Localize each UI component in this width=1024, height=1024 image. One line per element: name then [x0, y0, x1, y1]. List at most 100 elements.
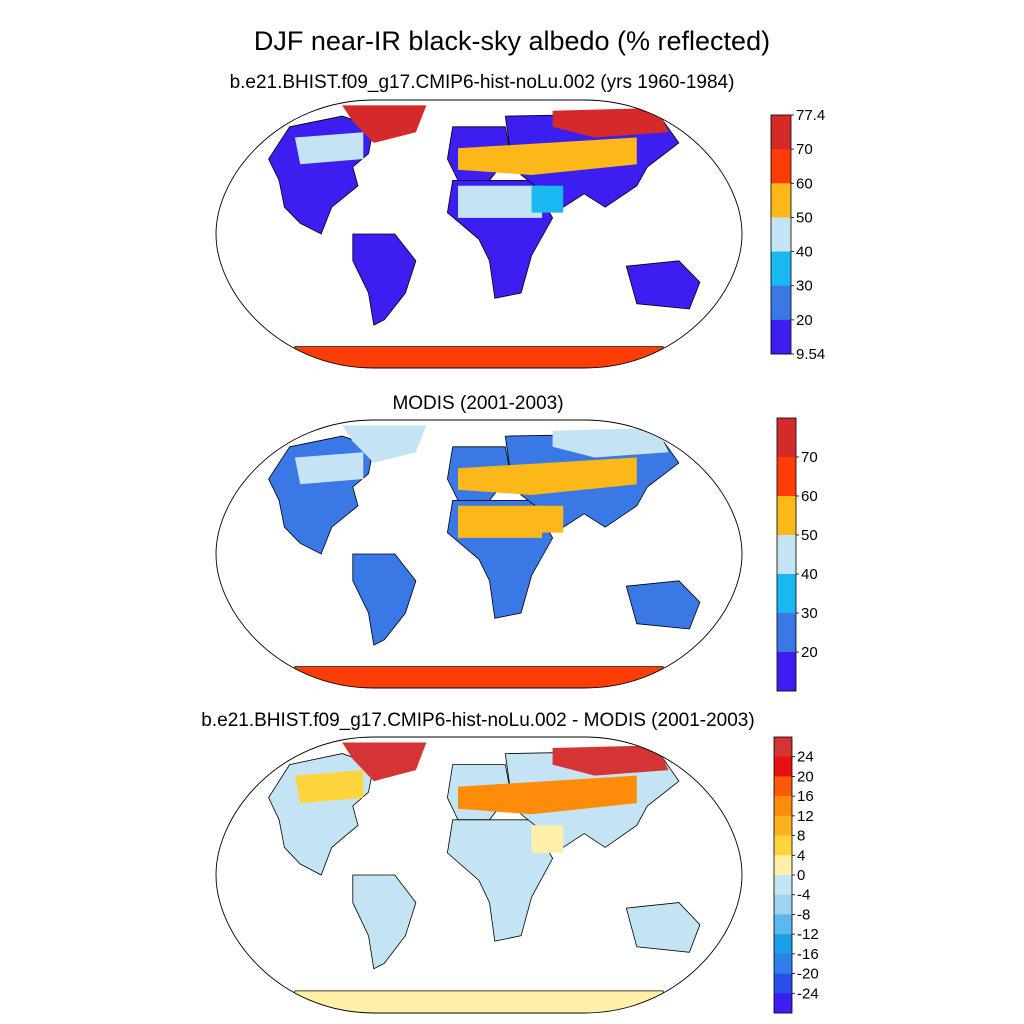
colorbar-segment	[771, 251, 791, 287]
colorbar-label: 60	[801, 488, 818, 505]
colorbar-label: 20	[797, 768, 814, 785]
colorbar-label: -16	[797, 946, 819, 963]
colorbar-segment	[771, 149, 791, 184]
colorbar-label: 40	[796, 244, 813, 261]
map-fill	[268, 425, 701, 688]
region-canada	[294, 770, 364, 804]
map-fill	[268, 105, 701, 368]
colorbar-segment	[771, 217, 791, 252]
colorbar-label: 50	[801, 527, 818, 544]
region-antarctica	[289, 990, 669, 1013]
panel-difference-title: b.e21.BHIST.f09_g17.CMIP6-hist-noLu.002 …	[201, 710, 754, 731]
colorbar-segment	[774, 776, 792, 797]
land-australia	[625, 580, 701, 630]
colorbar-segment	[777, 535, 796, 575]
colorbar-label: 70	[796, 141, 813, 158]
colorbar-label: 20	[796, 312, 813, 329]
colorbar-label: 77.4	[796, 107, 825, 124]
colorbar-segment	[774, 894, 792, 915]
figure-title: DJF near-IR black-sky albedo (% reflecte…	[254, 26, 770, 56]
colorbar-label: 40	[801, 566, 818, 583]
region-arcticsiberia	[552, 428, 669, 458]
colorbar-segment	[774, 835, 792, 856]
region-sahara	[458, 825, 543, 859]
colorbar-label: -4	[797, 887, 810, 904]
panel-modis-map	[215, 419, 743, 689]
region-greenland	[342, 105, 427, 143]
panel-modis-title: MODIS (2001-2003)	[392, 393, 563, 414]
colorbar-segment	[777, 496, 796, 536]
panel-model-map	[215, 99, 743, 369]
region-greenland	[342, 425, 427, 463]
colorbar-label: 4	[797, 847, 805, 864]
region-antarctica	[289, 346, 669, 368]
region-canada	[294, 452, 364, 485]
region-sahara	[458, 185, 543, 218]
colorbar-segment	[774, 815, 792, 836]
colorbar-segment	[777, 574, 796, 614]
land-australia	[625, 260, 701, 310]
panel-difference: b.e21.BHIST.f09_g17.CMIP6-hist-noLu.002 …	[201, 710, 819, 1014]
land-australia	[625, 902, 701, 953]
colorbar-segment	[774, 796, 792, 817]
colorbar-segment	[774, 993, 792, 1014]
colorbar-label: 70	[801, 449, 818, 466]
region-arcticsiberia	[552, 108, 669, 138]
land-southamerica	[352, 553, 417, 646]
colorbar-label: -24	[797, 985, 819, 1002]
colorbar-segment	[774, 914, 792, 935]
colorbar-label: 60	[796, 175, 813, 192]
colorbar-label: 9.54	[796, 346, 825, 363]
colorbar-segment	[771, 285, 791, 321]
region-eurasiaband	[458, 137, 637, 175]
colorbar-segment	[771, 319, 791, 355]
colorbar-segment	[774, 737, 792, 758]
colorbar-frame	[776, 417, 797, 692]
colorbar-label: 0	[797, 867, 805, 884]
region-arabia	[531, 505, 564, 533]
colorbar-label: 20	[801, 644, 818, 661]
map-outline	[215, 99, 743, 369]
colorbar-segment	[771, 183, 791, 218]
panel-model-title: b.e21.BHIST.f09_g17.CMIP6-hist-noLu.002 …	[230, 72, 735, 93]
colorbar-segment	[774, 855, 792, 876]
panel-model-colorbar: 77.4 70 60 50 40 30 20 9.54	[770, 107, 825, 363]
land-southamerica	[352, 233, 417, 326]
colorbar-label: -20	[797, 966, 819, 983]
colorbar-frame	[770, 114, 792, 355]
colorbar-label: 30	[796, 278, 813, 295]
colorbar-label: 12	[797, 808, 814, 825]
colorbar-segment	[771, 115, 791, 150]
colorbar-segment	[777, 418, 796, 458]
region-greenland	[342, 742, 427, 782]
colorbar-label: -8	[797, 906, 810, 923]
region-arabia	[531, 825, 564, 853]
panel-difference-map	[215, 736, 743, 1014]
panel-modis-colorbar: 70 60 50 40 30 20	[776, 417, 818, 692]
colorbar-label: 50	[796, 209, 813, 226]
colorbar-segment	[777, 613, 796, 653]
colorbar-label: 30	[801, 605, 818, 622]
colorbar-label: 8	[797, 828, 805, 845]
map-outline	[215, 736, 743, 1014]
colorbar-label: 16	[797, 788, 814, 805]
land-southamerica	[352, 874, 417, 970]
region-canada	[294, 132, 364, 165]
region-arabia	[531, 185, 564, 213]
colorbar-label: 24	[797, 749, 814, 766]
region-sahara	[458, 505, 543, 538]
colorbar-segment	[774, 953, 792, 974]
colorbar-segment	[774, 973, 792, 994]
colorbar-segment	[774, 934, 792, 955]
colorbar-segment	[774, 875, 792, 896]
colorbar-segment	[777, 652, 796, 692]
map-fill	[268, 742, 701, 1013]
panel-difference-colorbar: 24 20 16 12 8 4 0 -4 -8 -12 -16 -20 -24	[773, 736, 819, 1014]
colorbar-segment	[774, 756, 792, 777]
panel-model: b.e21.BHIST.f09_g17.CMIP6-hist-noLu.002 …	[215, 72, 825, 369]
map-outline	[215, 419, 743, 689]
region-arcticsiberia	[552, 745, 669, 776]
colorbar-label: -12	[797, 926, 819, 943]
region-eurasiaband	[458, 457, 637, 495]
